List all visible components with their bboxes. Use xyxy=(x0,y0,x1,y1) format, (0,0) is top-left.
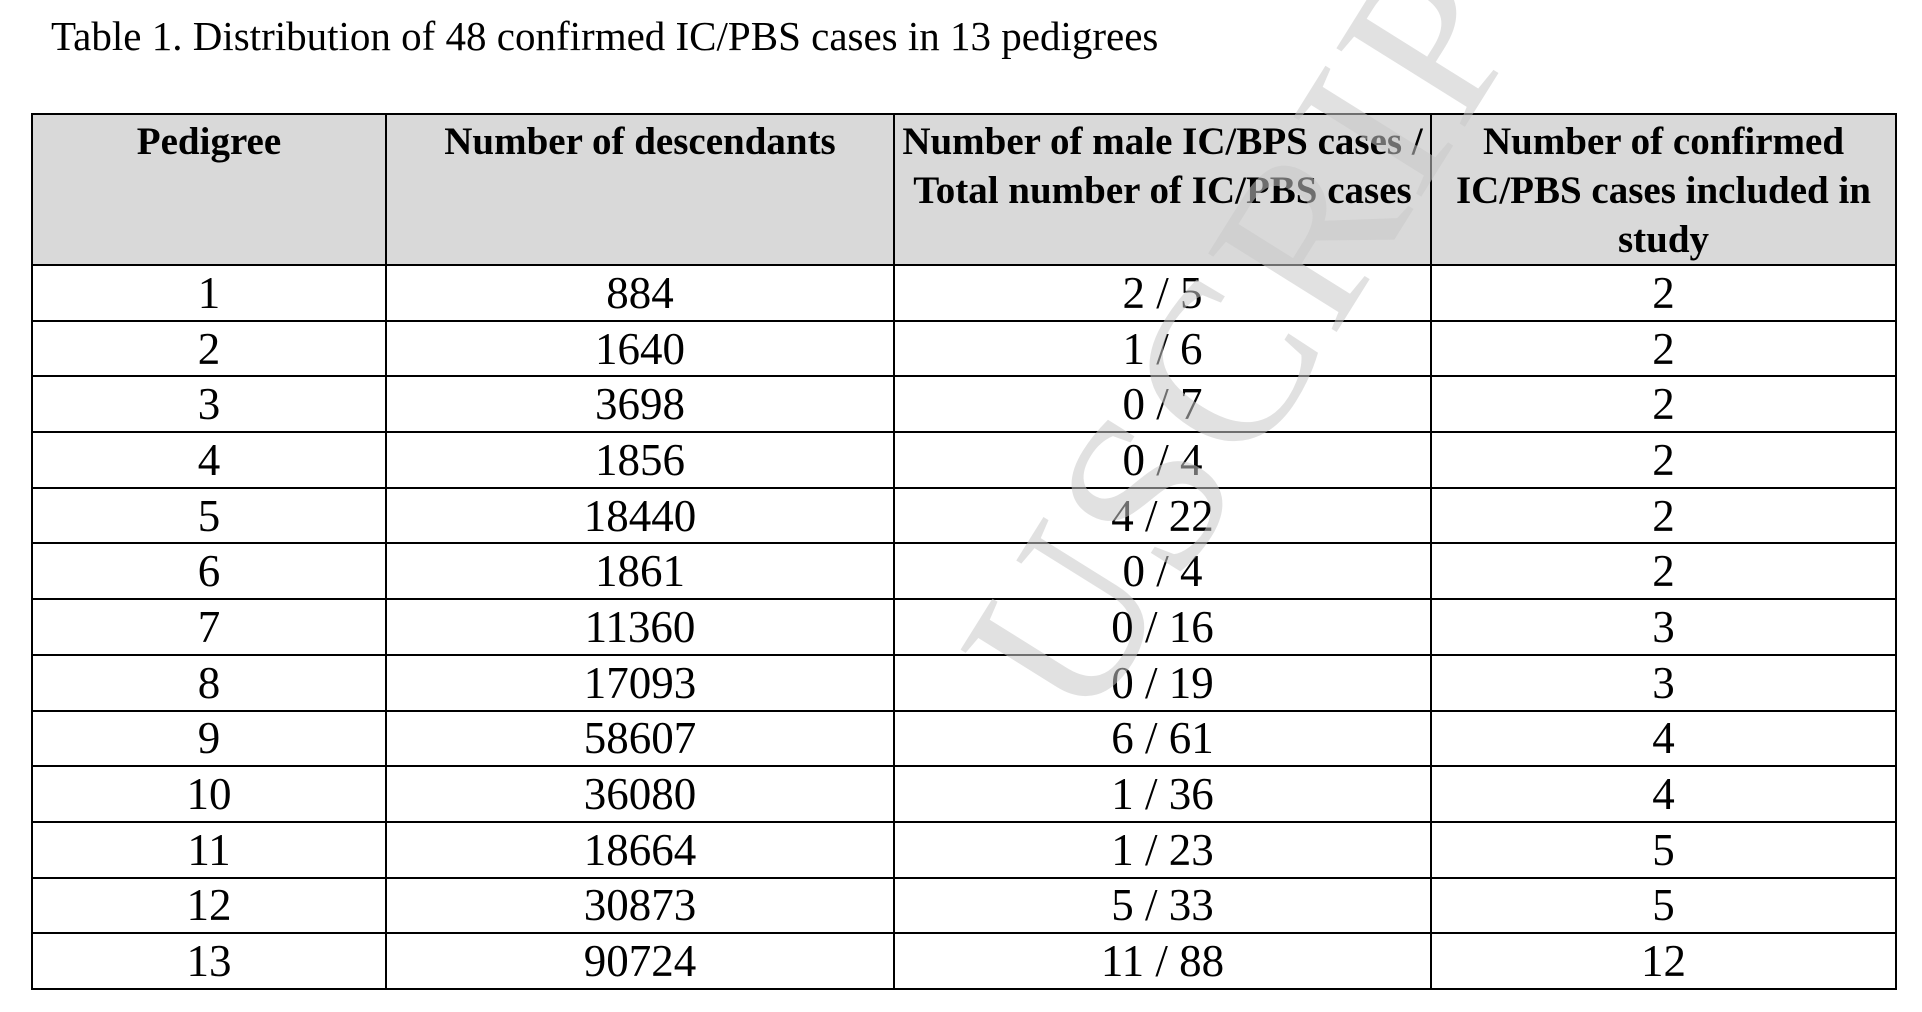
table-cell: 3 xyxy=(31,375,387,434)
column-header: Pedigree xyxy=(31,113,387,266)
table-cell: 5 / 33 xyxy=(893,876,1432,935)
column-header: Number of confirmed IC/PBS cases include… xyxy=(1430,113,1897,266)
table-cell: 18440 xyxy=(385,486,895,545)
table-cell: 2 xyxy=(1430,431,1897,489)
table-cell: 2 xyxy=(1430,375,1897,434)
table-cell: 11360 xyxy=(385,598,895,656)
table-cell: 1861 xyxy=(385,542,895,601)
table-cell: 90724 xyxy=(385,932,895,990)
table-header: Pedigree Number of descendants Number of m… xyxy=(31,113,1897,266)
header-row: Pedigree Number of descendants Number of m… xyxy=(31,113,1897,266)
table-cell: 0 / 4 xyxy=(893,431,1432,489)
table-cell: 5 xyxy=(31,486,387,545)
table-cell: 36080 xyxy=(385,765,895,823)
table-cell: 18664 xyxy=(385,820,895,879)
table-cell: 10 xyxy=(31,765,387,823)
table-row: 13 90724 11 / 88 12 xyxy=(31,932,1897,990)
table-cell: 8 xyxy=(31,653,387,712)
table-cell: 11 / 88 xyxy=(893,932,1432,990)
table-cell: 11 xyxy=(31,820,387,879)
table-cell: 2 / 5 xyxy=(893,264,1432,322)
table-cell: 58607 xyxy=(385,709,895,768)
table-cell: 9 xyxy=(31,709,387,768)
table-cell: 7 xyxy=(31,598,387,656)
table-cell: 30873 xyxy=(385,876,895,935)
table-cell: 884 xyxy=(385,264,895,322)
table-cell: 0 / 4 xyxy=(893,542,1432,601)
table-cell: 2 xyxy=(1430,319,1897,378)
table-cell: 0 / 19 xyxy=(893,653,1432,712)
table-cell: 6 xyxy=(31,542,387,601)
table-row: 12 30873 5 / 33 5 xyxy=(31,876,1897,935)
table-cell: 4 xyxy=(31,431,387,489)
table-cell: 1856 xyxy=(385,431,895,489)
table-cell: 5 xyxy=(1430,820,1897,879)
table-cell: 5 xyxy=(1430,876,1897,935)
table-cell: 4 xyxy=(1430,765,1897,823)
table-cell: 4 xyxy=(1430,709,1897,768)
table-cell: 6 / 61 xyxy=(893,709,1432,768)
table-row: 10 36080 1 / 36 4 xyxy=(31,765,1897,823)
table-cell: 2 xyxy=(31,319,387,378)
table-row: 8 17093 0 / 19 3 xyxy=(31,653,1897,712)
table-cell: 12 xyxy=(1430,932,1897,990)
table-cell: 4 / 22 xyxy=(893,486,1432,545)
table-body: 1 884 2 / 5 2 2 1640 1 / 6 2 3 3698 0 / 7 2 4 1856 0 /… xyxy=(31,264,1897,990)
table-cell: 0 / 16 xyxy=(893,598,1432,656)
table-cell: 13 xyxy=(31,932,387,990)
table-cell: 2 xyxy=(1430,264,1897,322)
table-cell: 3 xyxy=(1430,653,1897,712)
table-cell: 3 xyxy=(1430,598,1897,656)
table-cell: 0 / 7 xyxy=(893,375,1432,434)
table-row: 7 11360 0 / 16 3 xyxy=(31,598,1897,656)
data-table: Pedigree Number of descendants Number of m… xyxy=(31,113,1897,990)
table-cell: 1 / 6 xyxy=(893,319,1432,378)
table-cell: 1640 xyxy=(385,319,895,378)
table-cell: 2 xyxy=(1430,486,1897,545)
table-cell: 3698 xyxy=(385,375,895,434)
table-cell: 1 xyxy=(31,264,387,322)
column-header: Number of descendants xyxy=(385,113,895,266)
table-row: 5 18440 4 / 22 2 xyxy=(31,486,1897,545)
table-row: 9 58607 6 / 61 4 xyxy=(31,709,1897,768)
table-cell: 17093 xyxy=(385,653,895,712)
table-cell: 12 xyxy=(31,876,387,935)
table-cell: 1 / 23 xyxy=(893,820,1432,879)
table-row: 11 18664 1 / 23 5 xyxy=(31,820,1897,879)
column-header: Number of male IC/BPS cases / Total numb… xyxy=(893,113,1432,266)
table-title: Table 1. Distribution of 48 confirmed IC… xyxy=(51,13,1159,59)
table-cell: 1 / 36 xyxy=(893,765,1432,823)
table-cell: 2 xyxy=(1430,542,1897,601)
